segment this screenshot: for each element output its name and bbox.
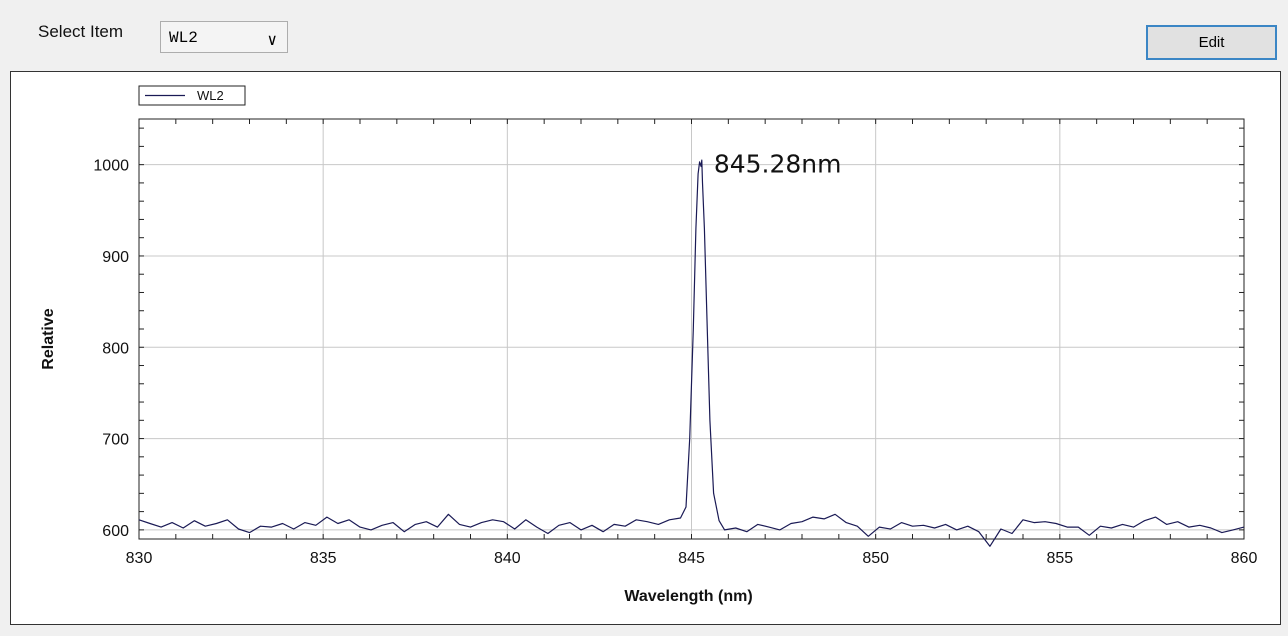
x-axis-title: Wavelength (nm): [624, 588, 752, 605]
x-tick-label: 840: [494, 550, 521, 567]
edit-button[interactable]: Edit: [1146, 25, 1277, 60]
series-line-wl2: [138, 159, 1245, 547]
spectrum-chart: 830 835 840 845 850 855 860 600 700 800 900 1000 Wav…: [40, 85, 1258, 605]
y-tick-label: 700: [102, 432, 129, 449]
y-tick-label: 900: [102, 249, 129, 266]
peak-annotation: 845.28nm: [714, 150, 842, 179]
legend-box: [138, 85, 246, 106]
y-axis-title: Relative: [40, 308, 57, 369]
x-tick-label: 835: [310, 550, 337, 567]
y-tick-label: 800: [102, 340, 129, 357]
y-tick-label: 600: [102, 523, 129, 540]
select-item-label: Select Item: [38, 22, 124, 41]
x-tick-label: 845: [678, 550, 705, 567]
x-tick-label: 860: [1231, 550, 1258, 567]
x-tick-label: 830: [126, 550, 153, 567]
chart-panel: 830 835 840 845 850 855 860 600 700 800 900 1000 Wav…: [10, 71, 1281, 625]
plot-area-border: [138, 118, 1245, 540]
legend-label-wl2: WL2: [197, 88, 224, 103]
chevron-down-icon: ∨: [267, 32, 277, 50]
item-select-dropdown[interactable]: WL2 ∨: [160, 21, 288, 53]
item-select-value: WL2: [169, 29, 198, 47]
x-tick-label: 855: [1046, 550, 1073, 567]
x-tick-label: 850: [862, 550, 889, 567]
y-tick-label: 1000: [93, 158, 129, 175]
